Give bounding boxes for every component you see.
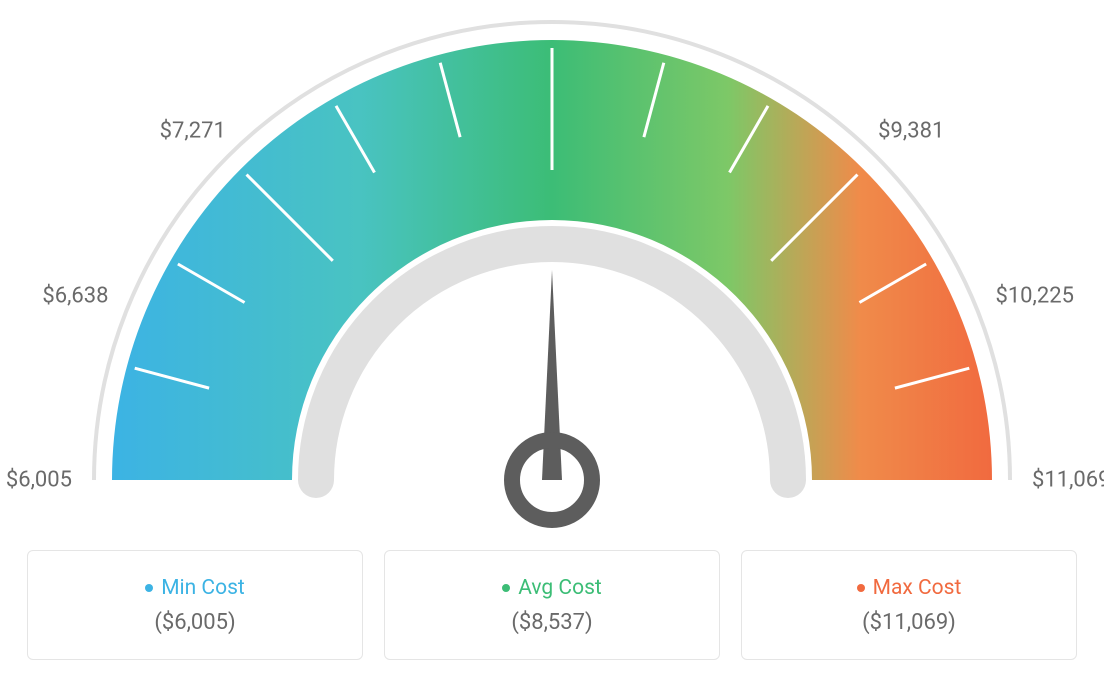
gauge-tick-label: $10,225 — [995, 284, 1074, 309]
gauge-tick-label: $9,381 — [878, 118, 944, 143]
gauge-tick-label: $6,638 — [42, 284, 108, 309]
gauge-svg — [0, 0, 1104, 540]
legend-box-min: Min Cost ($6,005) — [27, 550, 363, 660]
legend-title-min: Min Cost — [145, 576, 245, 600]
gauge-tick-label: $11,069 — [1032, 468, 1104, 493]
gauge-chart: $6,005$6,638$7,271$8,537$9,381$10,225$11… — [0, 0, 1104, 540]
legend-value-avg: ($8,537) — [511, 610, 592, 635]
gauge-tick-label: $7,271 — [160, 118, 226, 143]
legend-box-avg: Avg Cost ($8,537) — [384, 550, 720, 660]
legend-label-avg: Avg Cost — [518, 576, 602, 600]
legend-value-min: ($6,005) — [154, 610, 235, 635]
legend-dot-max — [857, 584, 865, 592]
legend-dot-avg — [502, 584, 510, 592]
legend-dot-min — [145, 584, 153, 592]
legend-value-max: ($11,069) — [862, 610, 956, 635]
legend-title-max: Max Cost — [857, 576, 962, 600]
gauge-tick-label: $6,005 — [6, 468, 72, 493]
legend-label-max: Max Cost — [873, 576, 962, 600]
legend-label-min: Min Cost — [161, 576, 245, 600]
legend-box-max: Max Cost ($11,069) — [741, 550, 1077, 660]
legend-row: Min Cost ($6,005) Avg Cost ($8,537) Max … — [0, 550, 1104, 660]
legend-title-avg: Avg Cost — [502, 576, 602, 600]
